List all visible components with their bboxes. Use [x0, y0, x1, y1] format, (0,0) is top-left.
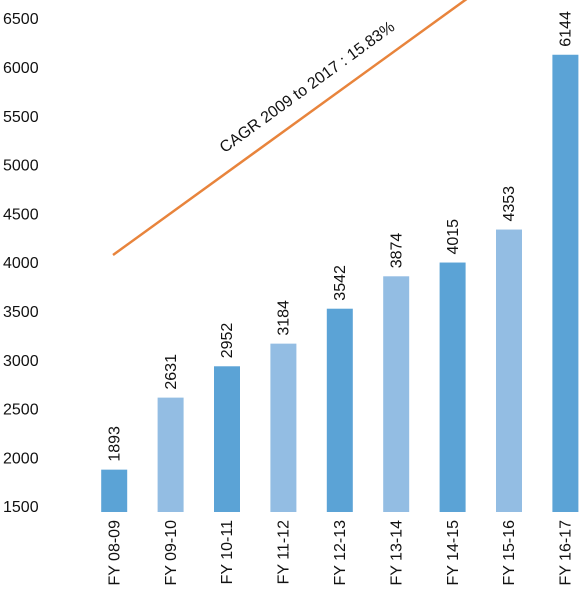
x-tick-label: FY 11-12 [276, 520, 293, 584]
x-tick-label: FY 13-14 [388, 520, 405, 586]
y-tick-label: 6000 [3, 60, 39, 77]
y-tick-label: 2500 [3, 402, 39, 419]
y-tick-label: 5500 [3, 109, 39, 126]
annotation: CAGR 2009 to 2017 : 15.83% [217, 18, 398, 156]
bar [439, 262, 466, 512]
x-tick-label: FY 16-17 [558, 520, 575, 586]
y-tick-label: 3500 [3, 304, 39, 321]
y-tick-label: 3000 [3, 353, 39, 370]
y-tick-label: 4500 [3, 206, 39, 223]
x-tick-label: FY 09-10 [163, 520, 180, 586]
bar [383, 276, 410, 512]
value-label: 4015 [445, 219, 462, 255]
value-label: 3184 [276, 300, 293, 336]
y-tick-label: 6500 [3, 11, 39, 28]
value-label: 3874 [388, 233, 405, 269]
bar [270, 343, 297, 512]
bar [101, 469, 128, 512]
y-tick-label: 2000 [3, 450, 39, 467]
bar [552, 54, 579, 512]
x-tick-label: FY 08-09 [106, 520, 123, 586]
bar [326, 308, 353, 512]
x-tick-label: FY 15-16 [501, 520, 518, 586]
y-tick-label: 1500 [3, 499, 39, 516]
bar [157, 397, 184, 512]
bar [214, 366, 240, 512]
y-tick-label: 5000 [3, 158, 39, 175]
value-label: 2952 [219, 323, 236, 359]
value-label: 6144 [558, 11, 575, 47]
trend-line [112, 0, 468, 257]
x-tick-label: FY 12-13 [332, 520, 349, 586]
x-tick-label: FY 14-15 [445, 520, 462, 586]
x-tick-label: FY 10-11 [219, 520, 236, 584]
bar [496, 229, 522, 513]
y-tick-label: 4000 [3, 255, 39, 272]
value-label: 4353 [501, 186, 518, 222]
value-label: 3542 [332, 265, 349, 301]
value-label: 1893 [106, 426, 123, 462]
value-label: 2631 [163, 354, 180, 390]
